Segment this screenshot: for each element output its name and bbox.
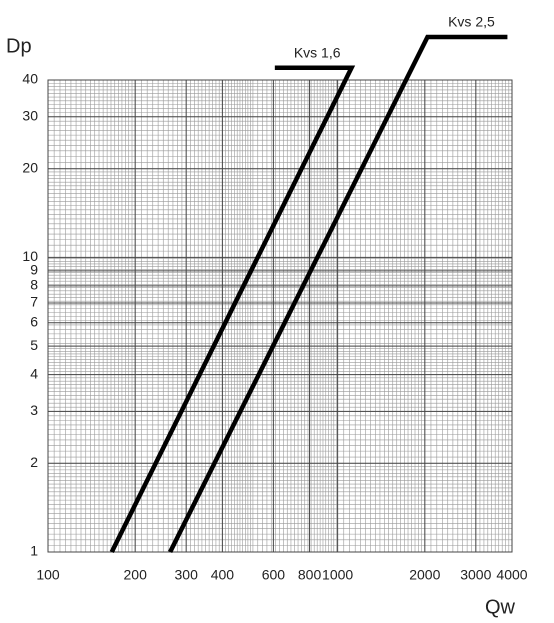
y-tick-label: 7	[30, 294, 38, 310]
x-tick-label: 3000	[460, 567, 491, 583]
y-axis-label: Dp	[6, 35, 32, 57]
series-label: Kvs 2,5	[448, 14, 495, 30]
x-tick-label: 100	[36, 567, 60, 583]
x-tick-label: 2000	[409, 567, 440, 583]
y-tick-label: 1	[30, 543, 38, 559]
series-label: Kvs 1,6	[294, 45, 341, 61]
x-tick-label: 1000	[322, 567, 353, 583]
y-tick-label: 4	[30, 365, 38, 381]
curve	[168, 34, 508, 554]
x-tick-label: 300	[175, 567, 199, 583]
y-tick-label: 20	[22, 159, 38, 175]
plot-frame	[47, 79, 513, 553]
x-axis-label: Qw	[485, 596, 516, 618]
y-tick-label: 5	[30, 337, 38, 353]
x-tick-label: 600	[262, 567, 286, 583]
y-tick-label: 2	[30, 454, 38, 470]
x-tick-label: 400	[211, 567, 235, 583]
y-tick-label: 10	[22, 248, 38, 264]
curve	[109, 65, 356, 553]
x-tick-label: 200	[124, 567, 148, 583]
x-tick-label: 4000	[496, 567, 527, 583]
y-tick-label: 30	[22, 108, 38, 124]
x-tick-label: 800	[298, 567, 322, 583]
y-tick-label: 3	[30, 402, 38, 418]
y-tick-label: 6	[30, 313, 38, 329]
y-tick-label: 40	[22, 71, 38, 87]
y-tick-label: 8	[30, 277, 38, 293]
y-tick-label: 9	[30, 262, 38, 278]
